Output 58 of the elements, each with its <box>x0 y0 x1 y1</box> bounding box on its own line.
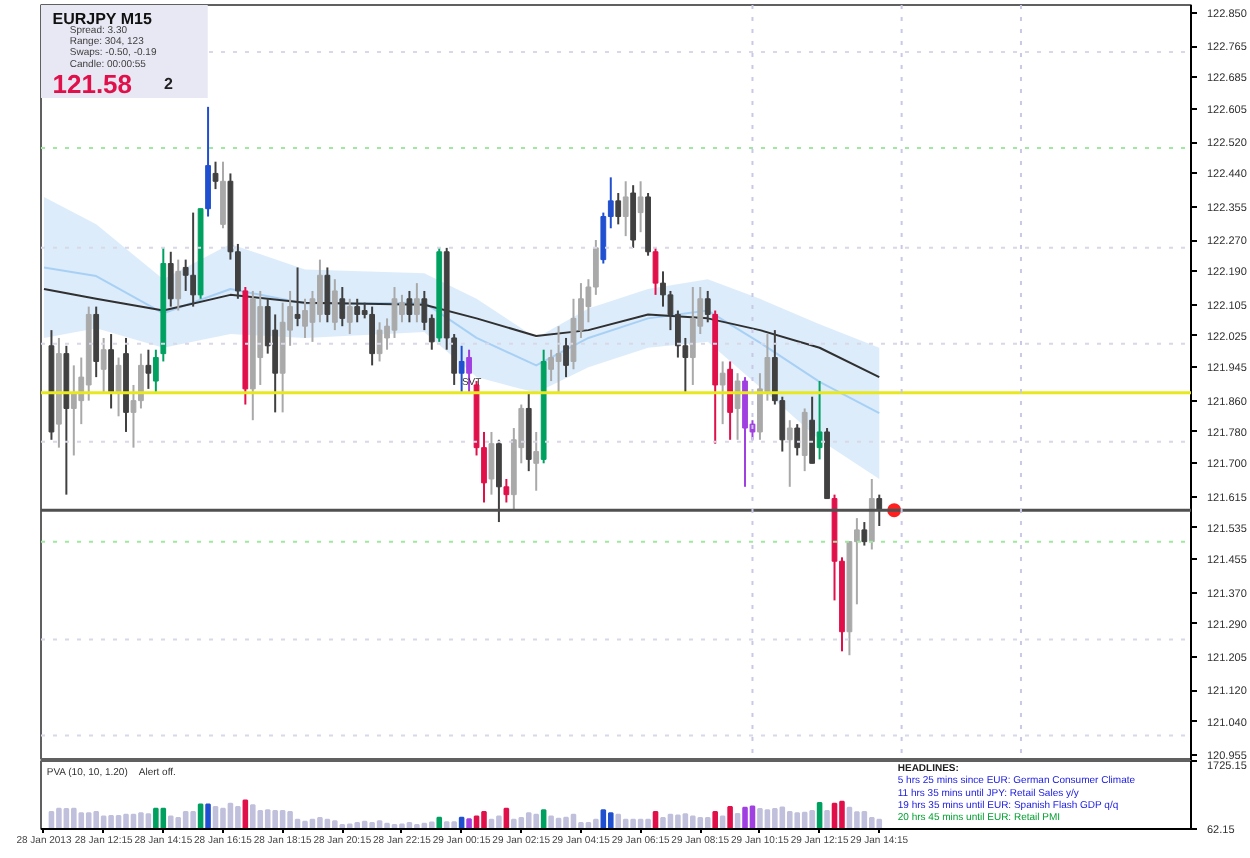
candlestick <box>145 348 152 390</box>
candlestick <box>115 356 122 418</box>
candlestick <box>138 352 144 410</box>
candlestick <box>108 333 114 410</box>
candlestick <box>496 438 502 524</box>
candlestick <box>704 289 711 324</box>
chart-title: EURJPY M15 <box>52 9 153 28</box>
candlestick <box>70 364 77 457</box>
candlestick <box>637 180 644 234</box>
candlestick <box>93 305 100 379</box>
candlestick <box>294 266 301 328</box>
candlestick <box>369 305 376 367</box>
candlestick <box>339 286 346 328</box>
candlestick <box>652 246 659 296</box>
candlestick <box>689 286 696 386</box>
candlestick <box>167 250 174 308</box>
candlestick <box>816 380 823 461</box>
line-series <box>42 266 881 415</box>
candlestick <box>212 160 219 191</box>
candlestick <box>324 266 331 324</box>
candlestick <box>868 477 875 551</box>
candlestick <box>630 184 637 249</box>
annotation: 2 <box>164 74 175 93</box>
candlestick <box>100 336 107 394</box>
candlestick <box>175 258 182 312</box>
candlestick <box>801 407 808 473</box>
candlestick <box>742 376 748 488</box>
candlestick <box>727 360 733 441</box>
candlestick <box>786 419 793 488</box>
candlestick <box>809 395 816 465</box>
annotation: 121.58 <box>52 69 133 100</box>
candlestick <box>354 297 361 324</box>
candlestick <box>794 423 801 457</box>
candlestick <box>488 430 495 496</box>
candlestick <box>302 297 308 339</box>
candlestick <box>563 336 569 379</box>
candlestick <box>406 289 413 324</box>
candlestick <box>190 211 197 308</box>
candlestick <box>555 325 562 394</box>
candlestick <box>719 360 726 426</box>
candlestick <box>861 521 868 547</box>
candlestick <box>615 192 622 226</box>
candlestick <box>622 180 629 238</box>
candlestick <box>317 258 323 324</box>
candlestick <box>458 344 465 394</box>
candlestick <box>734 372 741 441</box>
candlestick <box>331 278 338 332</box>
candlestick <box>503 477 510 504</box>
candlestick <box>533 430 540 492</box>
candlestick <box>220 160 226 230</box>
candlestick <box>399 293 405 324</box>
candlestick <box>413 282 420 324</box>
candlestick <box>376 321 383 363</box>
candlestick <box>346 297 353 336</box>
candlestick <box>876 493 883 527</box>
line-series <box>42 287 881 379</box>
candlestick <box>205 105 211 218</box>
candlestick <box>548 348 554 383</box>
